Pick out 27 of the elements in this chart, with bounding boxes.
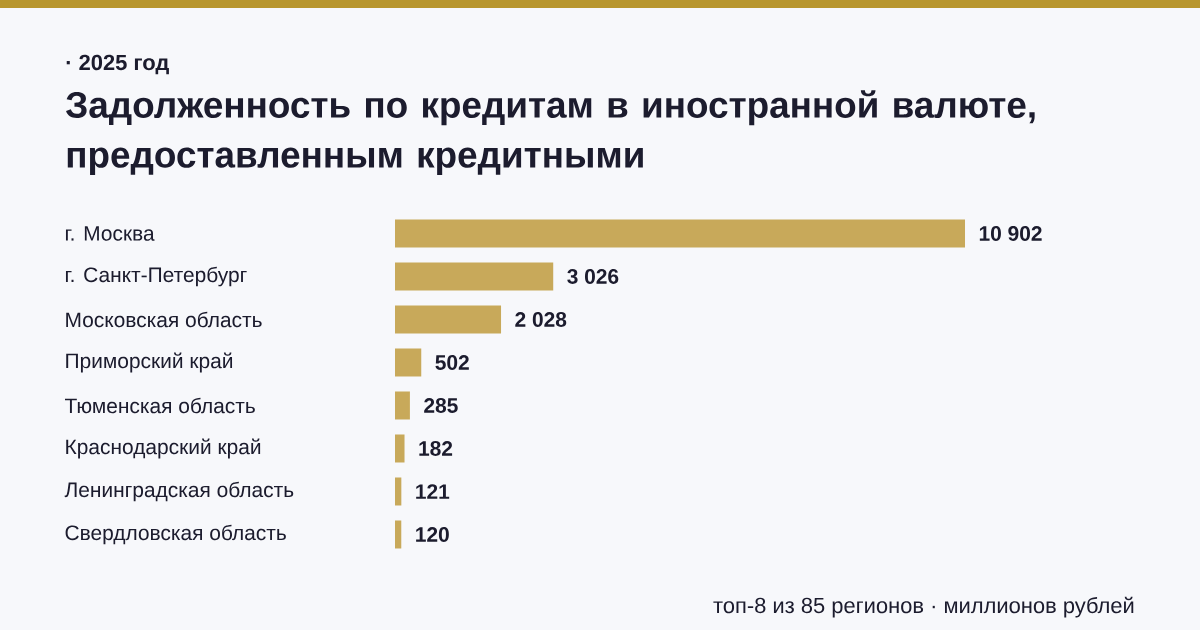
bar [395, 434, 405, 463]
data-label: 120 [416, 527, 449, 542]
bar [395, 477, 402, 506]
y-tick-label: Краснодарский край [66, 438, 261, 459]
y-tick-label: г. Санкт-Петербург [65, 266, 247, 287]
bar [395, 262, 554, 291]
data-label: 2 028 [515, 312, 567, 327]
data-label: 285 [424, 398, 458, 413]
y-tick-label: Приморский край [66, 352, 233, 373]
y-tick-label: Ленинградская область [64, 481, 294, 502]
bar [395, 391, 410, 420]
y-tick-label: Московская область [66, 311, 262, 328]
data-label: 182 [419, 441, 453, 456]
y-tick-label: г. Москва [65, 226, 155, 241]
y-tick-label: Тюменская область [65, 397, 255, 414]
y-tick-label: Свердловская область [65, 524, 286, 545]
data-label: 502 [435, 355, 469, 370]
data-label: 3 026 [567, 269, 619, 284]
data-label: 121 [416, 484, 450, 499]
text: · 2025 год [66, 54, 169, 75]
bar [395, 219, 966, 248]
chart-title: Задолженность по кредитам в иностранной валюте, предоставленным кредитными [66, 90, 1035, 176]
bar [395, 348, 422, 377]
data-label: 10 902 [979, 226, 1042, 241]
bar [395, 520, 402, 549]
bar [395, 305, 502, 334]
text: топ-8 из 85 регионов · миллионов рублей [713, 596, 1134, 618]
